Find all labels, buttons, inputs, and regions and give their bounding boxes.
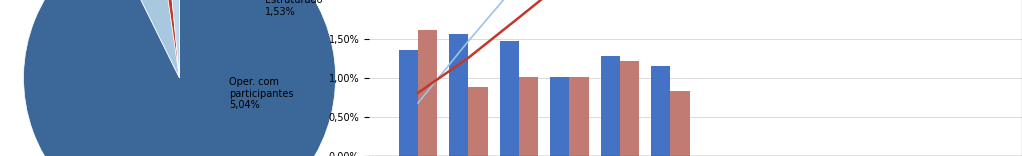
Rentabilidade Acumulada bbox=[412, 102, 424, 104]
Bar bbox=[620, 61, 639, 156]
Meta Acumulada bbox=[412, 92, 424, 94]
Wedge shape bbox=[24, 0, 335, 156]
Bar bbox=[519, 77, 539, 156]
Line: Rentabilidade Acumulada: Rentabilidade Acumulada bbox=[418, 0, 670, 103]
Bar bbox=[399, 50, 418, 156]
Meta Acumulada bbox=[462, 57, 474, 59]
Bar bbox=[651, 66, 670, 156]
Meta Acumulada bbox=[513, 17, 525, 19]
Bar bbox=[450, 34, 468, 156]
Text: Estruturado
1,53%: Estruturado 1,53% bbox=[266, 0, 323, 17]
Text: Oper. com
participantes
5,04%: Oper. com participantes 5,04% bbox=[230, 77, 294, 110]
Rentabilidade Acumulada bbox=[462, 40, 474, 42]
Bar bbox=[500, 41, 519, 156]
Wedge shape bbox=[157, 0, 180, 78]
Bar bbox=[550, 77, 569, 156]
Wedge shape bbox=[110, 0, 180, 78]
Bar bbox=[601, 56, 620, 156]
Bar bbox=[670, 91, 690, 156]
Bar bbox=[569, 77, 589, 156]
Line: Meta Acumulada: Meta Acumulada bbox=[418, 0, 670, 93]
Bar bbox=[418, 30, 437, 156]
Bar bbox=[468, 87, 487, 156]
Wedge shape bbox=[165, 0, 180, 78]
